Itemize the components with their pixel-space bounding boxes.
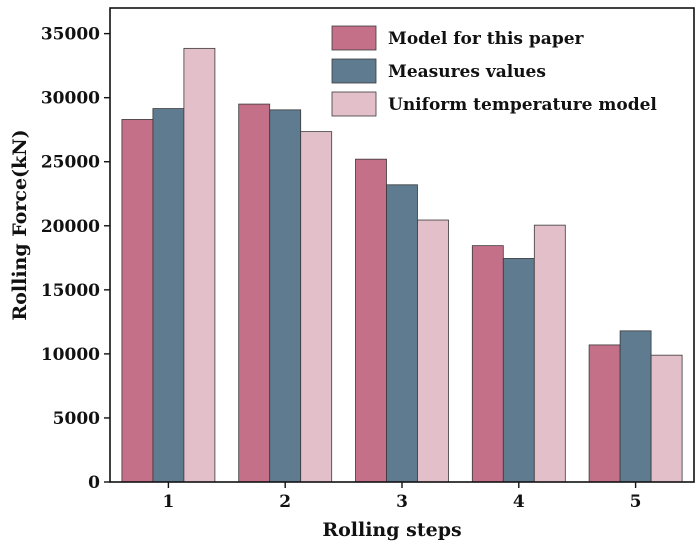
y-tick-label: 0 (88, 473, 100, 493)
bar-series-2-step-2 (269, 109, 302, 483)
x-tick-label: 1 (162, 492, 174, 512)
bar-series-2-step-3 (386, 184, 418, 483)
x-tick-label: 2 (279, 492, 291, 512)
legend-swatch-2 (331, 58, 377, 84)
y-tick-label: 30000 (41, 89, 100, 109)
y-tick-label: 20000 (41, 217, 100, 237)
y-tick-label: 15000 (41, 281, 100, 301)
y-axis-title: Rolling Force(kN) (9, 129, 31, 320)
x-tick-label: 4 (513, 492, 525, 512)
bar-series-2-step-1 (152, 108, 185, 483)
y-tick-label: 35000 (41, 25, 100, 45)
bar-series-3-step-1 (183, 47, 216, 483)
bar-series-3-step-4 (533, 224, 566, 483)
legend: Model for this paper Measures values Unifo… (331, 25, 657, 117)
bar-series-1-step-1 (121, 119, 154, 483)
bar-series-3-step-5 (650, 354, 683, 483)
legend-label-3: Uniform temperature model (388, 95, 657, 115)
y-tick-label: 5000 (53, 409, 100, 429)
bar-series-1-step-4 (471, 245, 504, 483)
bar-series-3-step-2 (300, 131, 333, 483)
x-tick-label: 3 (396, 492, 408, 512)
legend-swatch-1 (331, 25, 377, 51)
legend-label-2: Measures values (388, 62, 546, 82)
bars-group (121, 47, 683, 483)
legend-swatch-3 (331, 91, 377, 117)
axes-group: 0 5000 10000 15000 20000 25000 30000 35000 1 2 3 4 5 (41, 7, 695, 512)
x-axis-title: Rolling steps (322, 519, 461, 541)
y-tick-label: 25000 (41, 153, 100, 173)
x-tick-label: 5 (630, 492, 642, 512)
bar-series-2-step-4 (502, 258, 535, 483)
bar-series-2-step-5 (619, 330, 652, 483)
bar-series-1-step-5 (588, 344, 621, 483)
bar-series-1-step-3 (355, 158, 387, 483)
bar-series-3-step-3 (417, 219, 449, 483)
bar-series-1-step-2 (238, 103, 271, 483)
y-tick-label: 10000 (41, 345, 100, 365)
legend-label-1: Model for this paper (388, 29, 585, 49)
